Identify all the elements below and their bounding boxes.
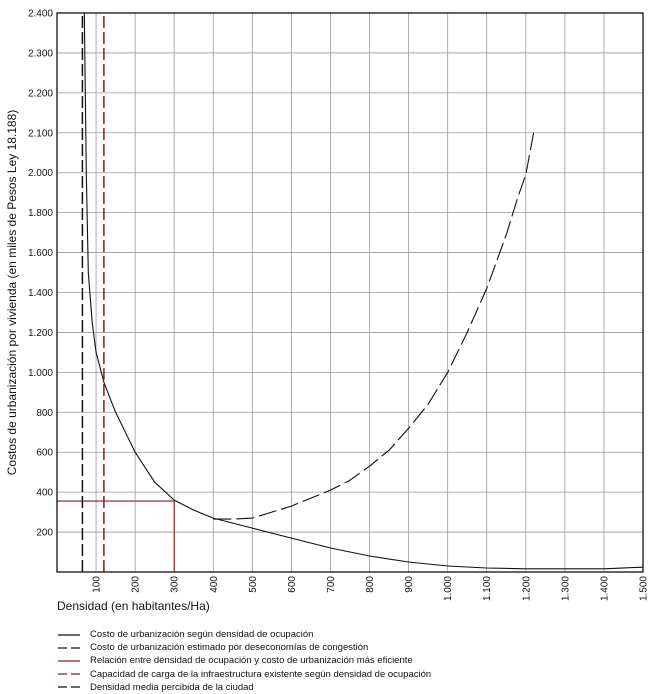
y-tick-label: 400 — [36, 488, 53, 499]
y-tick-label: 1.400 — [28, 288, 53, 299]
x-tick-label: 100 — [92, 576, 103, 593]
legend-swatch — [58, 643, 86, 653]
y-tick-label: 2.300 — [28, 48, 53, 59]
legend-item: Capacidad de carga de la infraestructura… — [58, 668, 431, 681]
legend-item: Costo de urbanización según densidad de … — [58, 628, 431, 641]
chart: 200 400 600 800 1.000 1.200 1.400 1.600 1.800 2.0… — [5, 9, 650, 614]
x-tick-label: 500 — [248, 576, 259, 593]
x-tick-label: 300 — [170, 576, 181, 593]
legend-swatch — [58, 630, 86, 640]
y-tick-label: 2.100 — [28, 128, 53, 139]
y-tick-label: 1.000 — [28, 368, 53, 379]
legend: Costo de urbanización según densidad de … — [58, 628, 431, 694]
series-line-1 — [83, 12, 644, 570]
legend-swatch — [58, 682, 86, 692]
legend-label: Costo de urbanización según densidad de … — [90, 629, 314, 640]
x-tick-label: 1.100 — [482, 576, 493, 601]
series-line-2 — [213, 132, 535, 520]
legend-swatch — [58, 669, 86, 679]
y-tick-label: 600 — [36, 448, 53, 459]
legend-swatch — [58, 656, 86, 666]
x-tick-label: 400 — [209, 576, 220, 593]
x-tick-label: 1.200 — [521, 576, 532, 601]
legend-item: Relación entre densidad de ocupación y c… — [58, 654, 431, 667]
x-tick-label: 1.300 — [560, 576, 571, 601]
legend-label: Relación entre densidad de ocupación y c… — [90, 655, 413, 667]
y-tick-label: 200 — [36, 528, 53, 539]
y-tick-label: 2.400 — [28, 9, 53, 20]
y-axis-title: Costos de urbanización por vivienda (en … — [5, 110, 19, 476]
x-tick-label: 600 — [287, 576, 298, 593]
legend-label: Capacidad de carga de la infraestructura… — [90, 668, 432, 680]
x-tick-label: 1.400 — [599, 576, 610, 601]
series-line-3 — [57, 500, 175, 572]
plot-frame — [56, 12, 644, 573]
y-tick-label: 2.200 — [28, 88, 53, 99]
legend-label: Costo de urbanización estimado por desec… — [90, 642, 369, 654]
x-tick-label: 200 — [131, 576, 142, 593]
y-tick-label: 2.000 — [28, 168, 53, 179]
x-tick-label: 1.500 — [639, 576, 650, 601]
legend-item: Costo de urbanización estimado por desec… — [58, 641, 431, 654]
x-tick-label: 700 — [326, 576, 337, 593]
x-tick-label: 800 — [365, 576, 376, 593]
legend-item: Densidad media percibida de la ciudad — [58, 681, 431, 694]
x-axis-title: Densidad (en habitantes/Ha) — [57, 599, 210, 613]
x-tick-labels: 100 200 300 400 500 600 700 800 900 1.000 1.100 1.2… — [92, 576, 650, 601]
series-layer — [57, 12, 644, 572]
y-tick-label: 1.800 — [28, 208, 53, 219]
y-tick-label: 800 — [36, 408, 53, 419]
grid-lines — [57, 12, 644, 572]
y-tick-label: 1.200 — [28, 328, 53, 339]
x-tick-label: 900 — [404, 576, 415, 593]
legend-label: Densidad media percibida de la ciudad — [90, 681, 254, 693]
y-tick-label: 1.600 — [28, 248, 53, 259]
y-tick-labels: 200 400 600 800 1.000 1.200 1.400 1.600 1.800 2.0… — [28, 9, 53, 539]
x-tick-label: 1.000 — [443, 576, 454, 601]
